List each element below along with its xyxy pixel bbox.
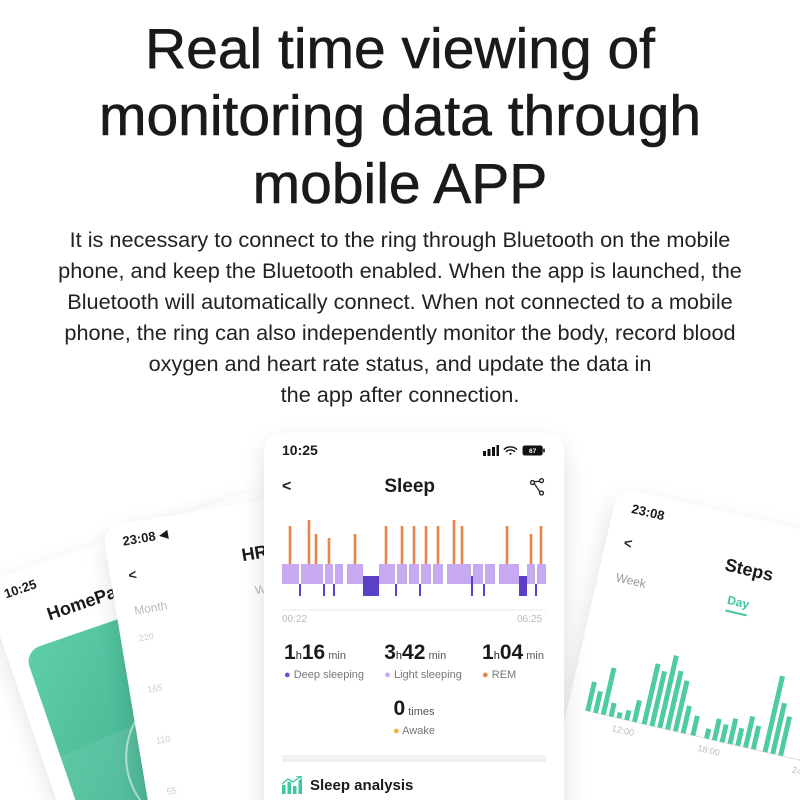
svg-text:12:00: 12:00 xyxy=(611,723,635,738)
svg-text:18:00: 18:00 xyxy=(697,743,721,758)
svg-text:220: 220 xyxy=(138,631,154,643)
svg-text:55: 55 xyxy=(166,785,178,797)
svg-text:67: 67 xyxy=(529,447,537,454)
svg-text:00:22: 00:22 xyxy=(282,614,307,623)
svg-text:24:00: 24:00 xyxy=(791,765,800,780)
svg-text:165: 165 xyxy=(147,682,163,694)
svg-text:110: 110 xyxy=(155,734,171,746)
svg-text:06:25: 06:25 xyxy=(517,614,542,623)
